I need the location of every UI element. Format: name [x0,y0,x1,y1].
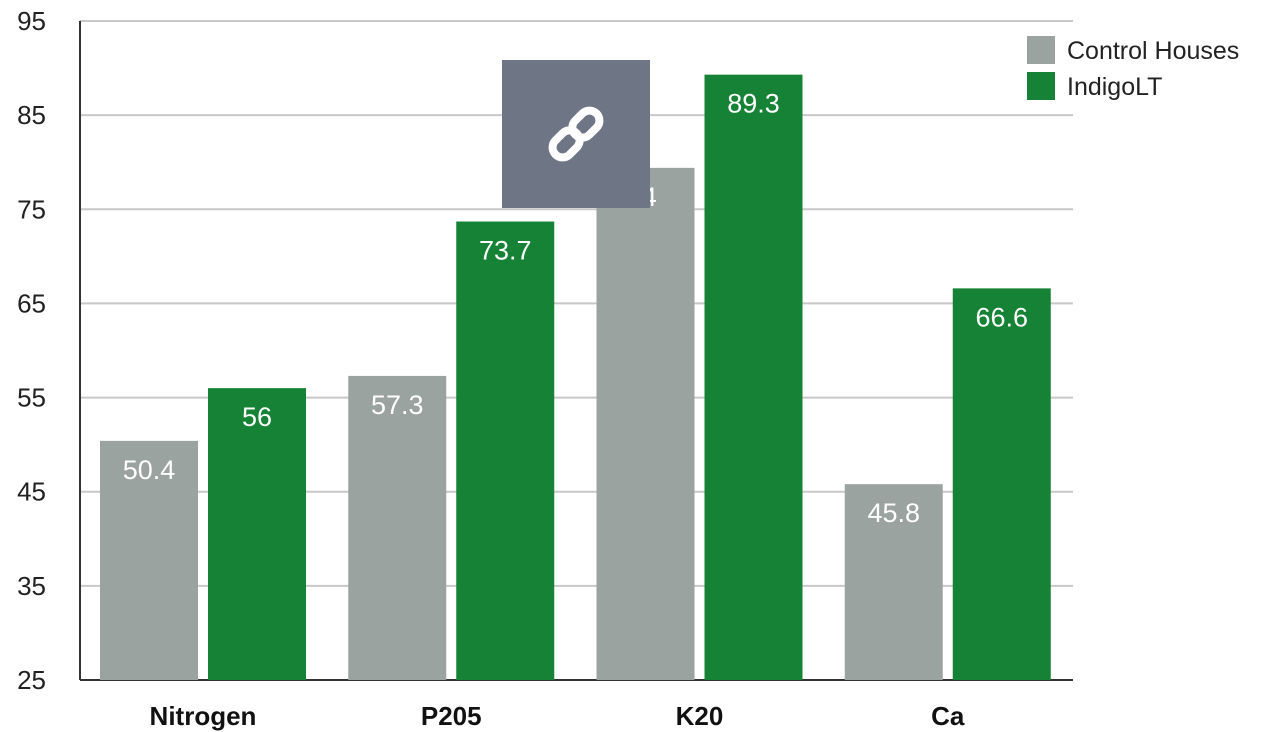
data-label: 50.4 [123,455,176,485]
y-tick-label: 95 [17,6,46,36]
y-tick-label: 75 [17,194,46,224]
y-tick-label: 45 [17,477,46,507]
bar-control-houses-nitrogen [100,440,198,680]
data-label: 73.7 [479,236,532,266]
bar-indigolt-nitrogen [208,388,306,680]
legend-label: Control Houses [1067,37,1239,65]
y-tick-label: 35 [17,571,46,601]
x-category-label: Ca [931,701,965,731]
data-label: 56 [242,402,272,432]
x-category-label: Nitrogen [150,701,257,731]
y-axis-ticks: 25 35 45 55 65 75 85 95 [17,6,46,695]
legend: Control Houses IndigoLT [1027,36,1239,101]
y-tick-label: 25 [17,665,46,695]
bar-control-houses-p205 [348,375,447,680]
x-category-label: P205 [421,701,482,731]
data-label: 45.8 [867,498,920,528]
bar-indigolt-k20 [704,74,803,680]
data-label: 66.6 [975,302,1028,332]
link-icon [548,106,604,162]
bar-indigolt-ca [952,288,1051,680]
y-tick-label: 55 [17,383,46,413]
legend-swatch [1027,72,1055,100]
link-overlay[interactable] [502,60,650,208]
bar-control-houses-ca [844,484,943,680]
bar-control-houses-k20 [596,167,695,680]
y-tick-label: 85 [17,100,46,130]
legend-label: IndigoLT [1067,73,1162,101]
x-axis-categories: Nitrogen P205 K20 Ca [150,701,965,731]
data-label: 89.3 [727,89,780,119]
data-label: 57.3 [371,390,424,420]
bar-indigolt-p205 [456,221,555,680]
y-tick-label: 65 [17,288,46,318]
legend-swatch [1027,36,1055,64]
x-category-label: K20 [676,701,724,731]
